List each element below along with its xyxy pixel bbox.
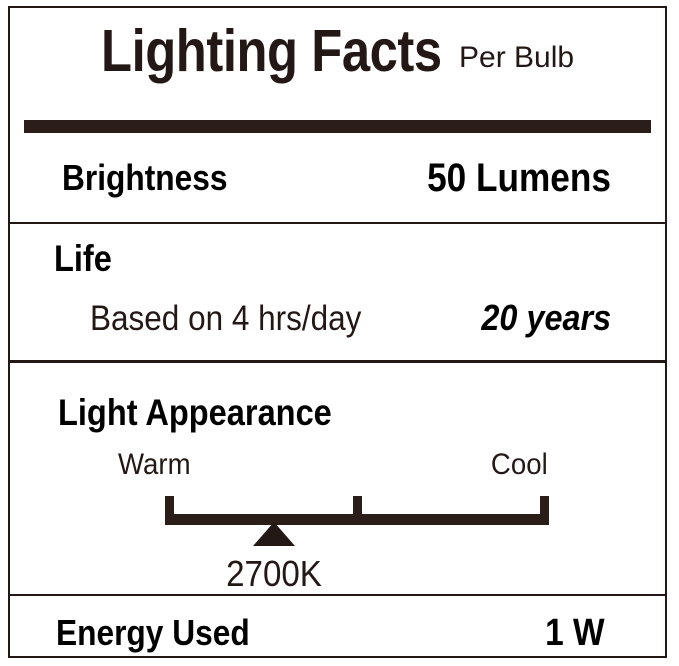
title-line: Lighting Facts Per Bulb [10,22,665,81]
scale-pointer-triangle-icon [253,522,296,546]
divider-appearance-energy [10,594,665,596]
life-section: Life Based on 4 hrs/day 20 years [10,222,665,360]
energy-used-row: Energy Used 1 W [10,610,665,656]
scale-bar [165,514,549,525]
energy-used-section: Energy Used 1 W [10,594,665,656]
light-appearance-label: Light Appearance [58,392,332,433]
header-section: Lighting Facts Per Bulb [10,8,665,120]
life-value: 20 years [481,297,611,338]
scale-cool-label: Cool [491,448,548,481]
scale-tick-end [540,496,549,518]
scale-tick-start [165,496,174,518]
divider-brightness-life [10,222,665,224]
scale-tick-middle [353,496,362,518]
header-rule [24,120,651,133]
energy-used-label: Energy Used [56,612,250,653]
energy-used-value: 1 W [545,612,605,654]
scale-end-labels: Warm Cool [118,450,548,480]
brightness-value: 50 Lumens [427,156,611,200]
brightness-row: Brightness 50 Lumens [10,152,665,204]
lighting-facts-label: Lighting Facts Per Bulb Brightness 50 Lu… [8,6,667,658]
light-appearance-section: Light Appearance Warm Cool 2700K [10,360,665,594]
page-title: Lighting Facts [100,18,442,84]
color-temperature-value: 2700K [226,553,323,594]
life-detail-row: Based on 4 hrs/day 20 years [10,294,665,342]
divider-life-appearance [10,360,665,363]
life-label: Life [54,238,112,279]
brightness-section: Brightness 50 Lumens [10,136,665,220]
scale-warm-label: Warm [118,448,191,481]
life-basis-text: Based on 4 hrs/day [90,298,362,338]
title-subtitle: Per Bulb [459,41,575,74]
brightness-label: Brightness [62,157,228,198]
color-temperature-scale [165,496,549,552]
